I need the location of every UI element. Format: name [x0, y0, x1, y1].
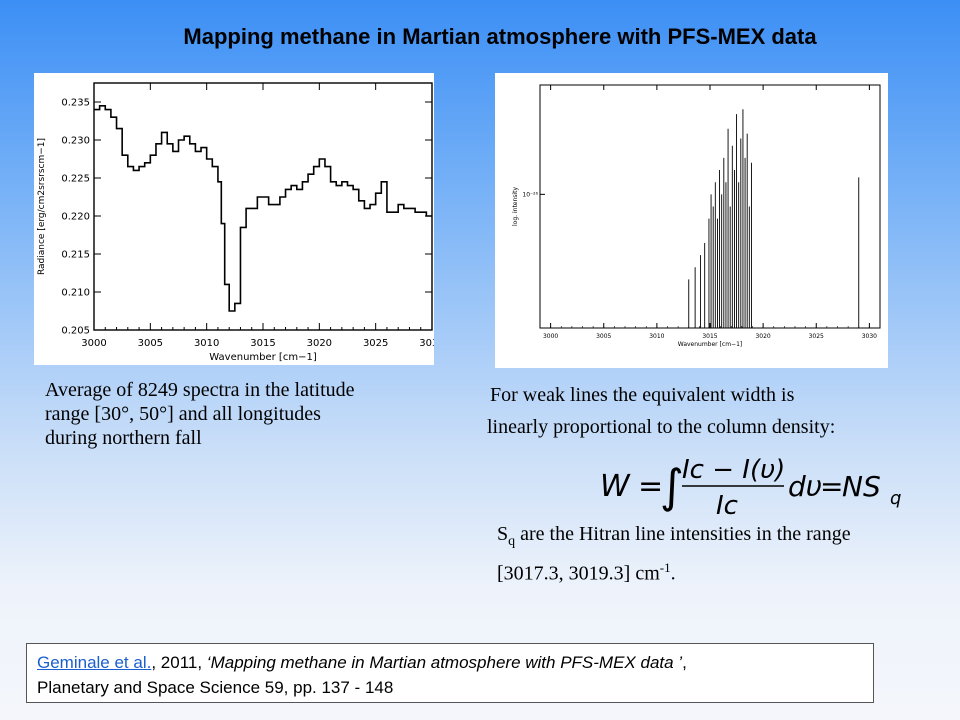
sq-end: .	[670, 562, 676, 585]
hitran-description: Sq are the Hitran line intensities in th…	[497, 521, 937, 587]
right-caption-line1: For weak lines the equivalent width is	[490, 384, 795, 406]
y-tick-label: 0.230	[61, 136, 90, 147]
y-tick-label: 0.215	[61, 250, 90, 261]
formula-equals: =	[638, 469, 663, 504]
radiance-spectrum-chart: 3000 3005 3010 3015 3020 3025 3030 0.205 0.210 0.…	[34, 73, 445, 365]
plot2-frame	[539, 84, 881, 329]
x-tick-label: 3015	[702, 333, 717, 340]
slide-title: Mapping methane in Martian atmosphere wi…	[183, 24, 817, 49]
x-tick-label: 3000	[81, 338, 106, 349]
x-tick-label: 3030	[862, 333, 877, 340]
reference-year: , 2011,	[151, 653, 207, 672]
x-tick-label: 3020	[755, 333, 770, 340]
y-axis-label: Radiance [erg/cm2srsrscm−1]	[37, 138, 47, 275]
y-tick-label: 0.205	[61, 326, 90, 337]
radiance-series-line	[94, 105, 432, 312]
y-tick-label: 0.210	[61, 288, 90, 299]
plot1-frame	[93, 82, 433, 331]
y-tick-label: 0.225	[61, 174, 90, 185]
y-axis-label: log. intensity	[512, 187, 519, 226]
sq-superscript: -1	[659, 560, 671, 575]
x-tick-label: 3015	[250, 338, 275, 349]
x-tick-label: 3000	[543, 333, 558, 340]
sq-subscript: q	[508, 534, 516, 549]
formula-lhs: W	[600, 469, 631, 504]
left-caption: Average of 8249 spectra in the latitude …	[45, 379, 355, 449]
x-tick-label: 3005	[138, 338, 163, 349]
formula-differential: dυ	[788, 470, 822, 503]
formula-rhs-subscript: q	[890, 488, 901, 509]
reference-comma: ,	[682, 653, 687, 672]
formula-equals-2: =	[820, 470, 843, 503]
x-tick-label: 3030	[419, 338, 434, 349]
reference-link[interactable]: Geminale et al.	[37, 653, 152, 672]
hitran-intensity-chart: 3000 3005 3010 3015 3020 3025 3030 10⁻²⁶ Wavenum…	[495, 73, 888, 368]
y-tick-label: 0.220	[61, 212, 90, 223]
formula-rhs: NS	[842, 470, 881, 503]
reference-journal: Planetary and Space Science 59, pp. 137 …	[37, 678, 394, 697]
sq-line2: [3017.3, 3019.3] cm	[497, 562, 660, 585]
x-tick-label: 3025	[809, 333, 824, 340]
sq-line1: are the Hitran line intensities in the r…	[515, 523, 851, 545]
x-tick-label: 3025	[363, 338, 388, 349]
x-axis-label: Wavenumber [cm−1]	[209, 352, 317, 363]
formula-integral: ∫	[660, 459, 684, 513]
formula-denominator: Ic	[716, 491, 738, 520]
right-caption-line2: linearly proportional to the column dens…	[487, 416, 836, 438]
radiance-spectrum-svg: 3000 3005 3010 3015 3020 3025 3030 0.205 0.210 0.…	[37, 82, 445, 363]
x-tick-label: 3005	[596, 333, 611, 340]
formula-numerator: Ic − I(υ)	[682, 455, 785, 485]
reference-box: Geminale et al., 2011, ‘Mapping methane …	[26, 643, 874, 703]
reference-title: ‘Mapping methane in Martian atmosphere w…	[206, 653, 683, 672]
x-tick-label: 3010	[194, 338, 219, 349]
y-tick-label: 0.235	[61, 98, 90, 109]
hitran-intensity-svg: 3000 3005 3010 3015 3020 3025 3030 10⁻²⁶ Wavenum…	[512, 84, 881, 348]
x-axis-label: Wavenumber [cm−1]	[678, 341, 742, 348]
x-tick-label: 3010	[649, 333, 664, 340]
y-tick-label: 10⁻²⁶	[522, 191, 538, 198]
sq-symbol: S	[497, 523, 509, 545]
equivalent-width-formula: W = ∫ Ic − I(υ) Ic dυ = NS q	[600, 455, 901, 520]
x-tick-label: 3020	[307, 338, 332, 349]
